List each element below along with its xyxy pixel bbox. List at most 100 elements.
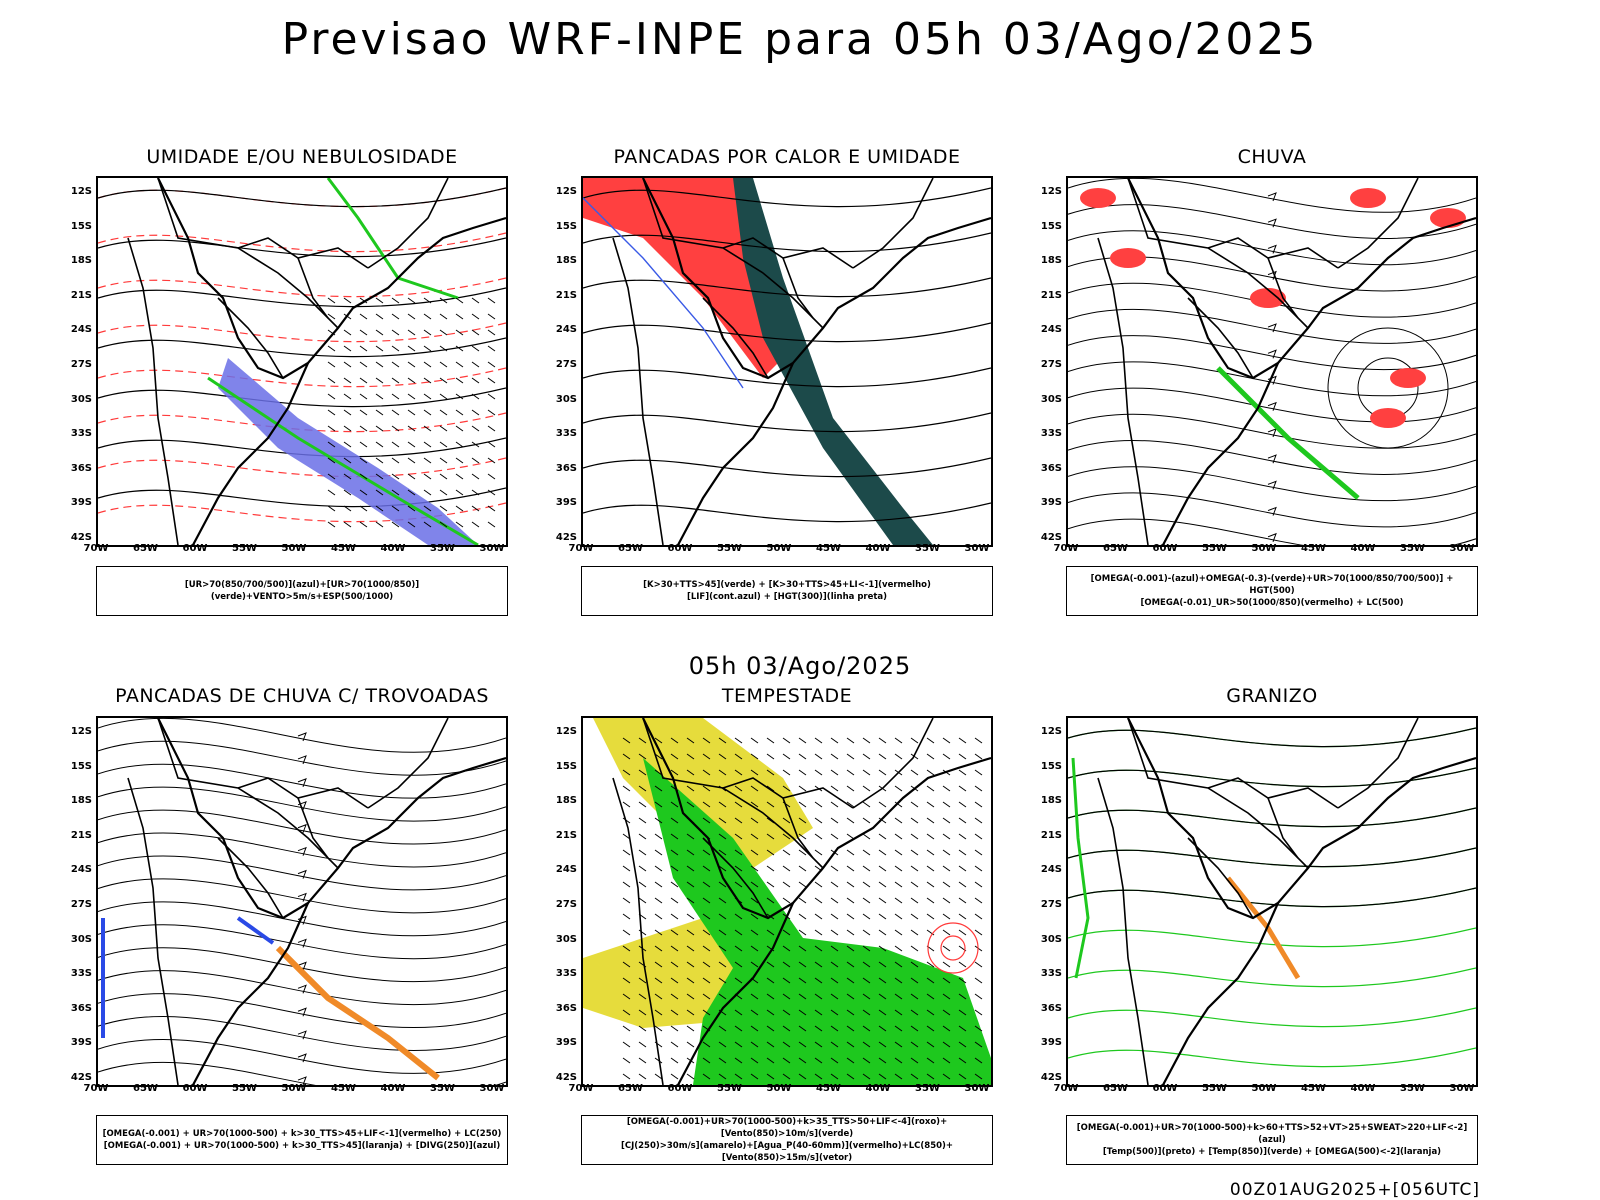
legend-pancadas-calor: [K>30+TTS>45](verde) + [K>30+TTS>45+LI<-…: [581, 566, 993, 616]
lon-tick-label: 70W: [1053, 543, 1079, 554]
legend-line: [OMEGA(-0.001)+UR>70(1000-500)+k>35_TTS>…: [626, 1117, 948, 1139]
panel-title-pancadas-calor: PANCADAS POR CALOR E UMIDADE: [613, 146, 961, 168]
lat-tick-label: 42S: [70, 532, 92, 543]
lon-tick-label: 30W: [1449, 1083, 1475, 1094]
lon-tick-label: 40W: [865, 1083, 891, 1094]
lat-tick-label: 42S: [70, 1072, 92, 1083]
lat-tick-label: 36S: [1040, 1002, 1062, 1014]
lon-tick-label: 40W: [1350, 543, 1376, 554]
lat-tick-label: 27S: [70, 359, 92, 370]
legend-line: [OMEGA(-0.001)+UR>70(1000-500)+k>60+TTS>…: [1076, 1123, 1468, 1145]
lat-tick-label: 21S: [70, 829, 92, 841]
map-chuva: [1066, 176, 1478, 547]
map-trovoadas: [96, 716, 508, 1087]
panel-title-trovoadas: PANCADAS DE CHUVA C/ TROVOADAS: [115, 685, 489, 707]
lat-tick-label: 39S: [70, 1037, 92, 1049]
lon-tick-label: 60W: [1152, 543, 1178, 554]
legend-line: [Temp(500)](preto) + [Temp(850)](verde) …: [1102, 1147, 1442, 1157]
lon-tick-label: 50W: [1251, 1083, 1277, 1094]
lat-tick-label: 42S: [1040, 1072, 1062, 1083]
lat-tick-label: 27S: [555, 359, 577, 370]
lat-tick-label: 18S: [1040, 795, 1062, 807]
lat-tick-label: 18S: [70, 255, 92, 267]
legend-tempestade: [OMEGA(-0.001)+UR>70(1000-500)+k>35_TTS>…: [581, 1115, 993, 1165]
lat-tick-label: 33S: [1040, 428, 1062, 440]
lat-tick-label: 42S: [555, 532, 577, 543]
lon-tick-label: 45W: [1301, 1083, 1326, 1094]
lat-tick-label: 24S: [555, 864, 577, 876]
lon-tick-label: 55W: [717, 1083, 742, 1094]
lon-tick-label: 60W: [1152, 1083, 1178, 1094]
legend-line: [LIF](cont.azul) + [HGT(300)](linha pret…: [686, 592, 888, 602]
map-tempestade: [581, 716, 993, 1087]
page-title: Previsao WRF-INPE para 05h 03/Ago/2025: [281, 14, 1319, 65]
lon-tick-label: 30W: [479, 543, 505, 554]
lat-tick-label: 36S: [70, 1002, 92, 1014]
panel-title-umidade: UMIDADE E/OU NEBULOSIDADE: [146, 146, 458, 168]
lat-tick-label: 39S: [70, 497, 92, 509]
lat-tick-label: 15S: [1040, 760, 1062, 772]
lon-tick-label: 35W: [915, 543, 940, 554]
lat-tick-label: 18S: [70, 795, 92, 807]
run-info-label: 00Z01AUG2025+[056UTC]: [1229, 1180, 1480, 1200]
lon-tick-label: 65W: [618, 543, 643, 554]
panel-title-granizo: GRANIZO: [1226, 685, 1318, 707]
lon-tick-label: 45W: [816, 1083, 841, 1094]
lon-tick-label: 60W: [182, 1083, 208, 1094]
lon-tick-label: 30W: [479, 1083, 505, 1094]
lat-tick-label: 36S: [555, 462, 577, 474]
lon-tick-label: 60W: [182, 543, 208, 554]
lon-tick-label: 55W: [232, 1083, 257, 1094]
lat-tick-label: 12S: [70, 726, 92, 737]
map-granizo: [1066, 716, 1478, 1087]
lat-tick-label: 39S: [1040, 497, 1062, 509]
lat-tick-label: 39S: [1040, 1037, 1062, 1049]
lon-tick-label: 55W: [1202, 1083, 1227, 1094]
lat-tick-label: 33S: [555, 428, 577, 440]
lat-tick-label: 30S: [555, 933, 577, 945]
lon-tick-label: 65W: [1103, 543, 1128, 554]
lon-tick-label: 40W: [865, 543, 891, 554]
lat-tick-label: 24S: [555, 324, 577, 336]
lat-tick-label: 15S: [555, 220, 577, 232]
lon-tick-label: 40W: [380, 543, 406, 554]
lon-tick-label: 30W: [964, 543, 990, 554]
lat-tick-label: 30S: [70, 933, 92, 945]
lon-tick-label: 60W: [667, 543, 693, 554]
lon-tick-label: 45W: [816, 543, 841, 554]
lat-tick-label: 24S: [1040, 324, 1062, 336]
lon-tick-label: 65W: [1103, 1083, 1128, 1094]
lat-tick-label: 15S: [70, 220, 92, 232]
lon-tick-label: 70W: [568, 543, 594, 554]
lon-tick-label: 35W: [430, 1083, 455, 1094]
legend-line: [CJ(250)>30m/s](amarelo)+[Agua_P(40-60mm…: [620, 1141, 954, 1163]
lat-tick-label: 33S: [1040, 968, 1062, 980]
lat-tick-label: 36S: [1040, 462, 1062, 474]
lon-tick-label: 50W: [766, 543, 792, 554]
lat-tick-label: 21S: [555, 289, 577, 301]
lat-tick-label: 24S: [70, 324, 92, 336]
legend-chuva: [OMEGA(-0.001)-(azul)+OMEGA(-0.3)-(verde…: [1066, 566, 1478, 616]
lon-tick-label: 65W: [133, 543, 158, 554]
forecast-time-label: 05h 03/Ago/2025: [688, 652, 912, 680]
legend-umidade: [UR>70(850/700/500)](azul)+[UR>70(1000/8…: [96, 566, 508, 616]
legend-granizo: [OMEGA(-0.001)+UR>70(1000-500)+k>60+TTS>…: [1066, 1115, 1478, 1165]
legend-line: [OMEGA(-0.001)-(azul)+OMEGA(-0.3)-(verde…: [1090, 574, 1454, 596]
lat-tick-label: 39S: [555, 1037, 577, 1049]
lon-tick-label: 45W: [331, 1083, 356, 1094]
lat-tick-label: 12S: [555, 186, 577, 197]
lat-tick-label: 12S: [555, 726, 577, 737]
legend-line: [OMEGA(-0.001) + UR>70(1000-500) + k>30_…: [103, 1141, 501, 1151]
lon-tick-label: 70W: [1053, 1083, 1079, 1094]
lat-tick-label: 30S: [1040, 393, 1062, 405]
lon-tick-label: 50W: [281, 543, 307, 554]
lon-tick-label: 35W: [1400, 543, 1425, 554]
map-pancadas-calor: [581, 176, 993, 547]
lon-tick-label: 65W: [618, 1083, 643, 1094]
legend-line: [OMEGA(-0.01)_UR>50(1000/850)(vermelho) …: [1140, 598, 1404, 608]
lon-tick-label: 70W: [83, 1083, 109, 1094]
lon-tick-label: 35W: [430, 543, 455, 554]
lat-tick-label: 42S: [1040, 532, 1062, 543]
lon-tick-label: 55W: [232, 543, 257, 554]
lat-tick-label: 30S: [1040, 933, 1062, 945]
